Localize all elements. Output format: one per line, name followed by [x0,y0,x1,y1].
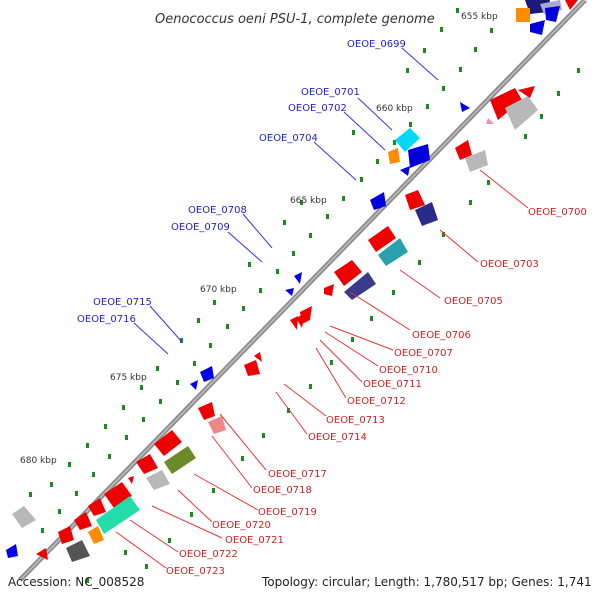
gene-label: OEOE_0707 [394,348,453,359]
genome-summary-text: Topology: circular; Length: 1,780,517 bp… [261,575,592,589]
gene-features [6,0,578,562]
tick-label: 670 kbp [200,285,237,295]
tick-marks [29,8,580,583]
gene-label: OEOE_0721 [225,535,284,546]
tick-label: 655 kbp [461,12,498,22]
gene-label: OEOE_0712 [347,396,406,407]
gene-label: OEOE_0715 [93,297,152,308]
accession-text: Accession: NC_008528 [8,575,144,589]
gene-label: OEOE_0701 [301,87,360,98]
gene-label: OEOE_0718 [253,485,312,496]
gene-label: OEOE_0717 [268,469,327,480]
gene-label: OEOE_0708 [188,205,247,216]
gene-label: OEOE_0719 [258,507,317,518]
gene-label: OEOE_0722 [179,549,238,560]
gene-label: OEOE_0704 [259,133,318,144]
gene-label: OEOE_0700 [528,207,587,218]
gene-label: OEOE_0706 [412,330,471,341]
tick-label: 675 kbp [110,373,147,383]
gene-label: OEOE_0713 [326,415,385,426]
gene-label: OEOE_0711 [363,379,422,390]
gene-label: OEOE_0705 [444,296,503,307]
gene-label: OEOE_0716 [77,314,136,325]
gene-label: OEOE_0710 [379,365,438,376]
gene-label: OEOE_0703 [480,259,539,270]
gene-label: OEOE_0720 [212,520,271,531]
gene-label: OEOE_0709 [171,222,230,233]
map-title: Oenococcus oeni PSU-1, complete genome [155,12,435,27]
gene-label: OEOE_0699 [347,39,406,50]
gene-label: OEOE_0714 [308,432,367,443]
tick-label: 665 kbp [290,196,327,206]
leader-lines [115,47,529,569]
tick-label: 660 kbp [376,104,413,114]
gene-label: OEOE_0723 [166,566,225,577]
tick-label: 680 kbp [20,456,57,466]
gene-label: OEOE_0702 [288,103,347,114]
